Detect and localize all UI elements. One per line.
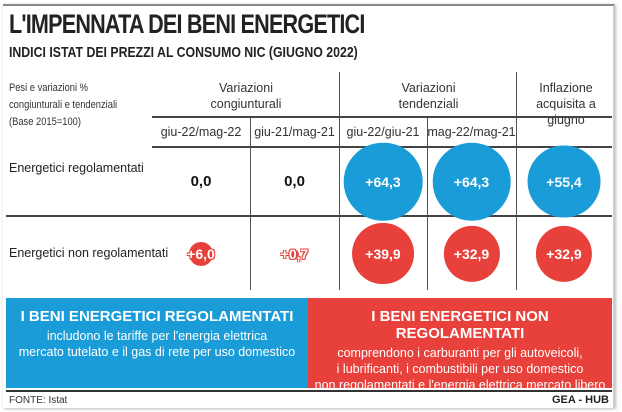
- value-label: +39,9: [365, 245, 401, 262]
- value-label: +64,3: [453, 173, 490, 190]
- table-cell: +64,3: [427, 142, 516, 221]
- value-label: 0,0: [190, 173, 212, 190]
- source: FONTE: Istat: [9, 395, 68, 406]
- row-label: Energetici non regolamentati: [9, 246, 169, 260]
- subtitle: INDICI ISTAT DEI PREZZI AL CONSUMO NIC (…: [9, 44, 358, 61]
- box-line: comprendono i carburanti per gli autovei…: [337, 346, 583, 360]
- value-label: +32,9: [546, 245, 582, 262]
- value-bubble: [189, 241, 213, 266]
- box-line: i lubrificanti, i combustibili per uso d…: [336, 362, 584, 376]
- value-bubble: [343, 142, 423, 221]
- note-line: Pesi e variazioni %: [9, 82, 88, 94]
- group-header-tendenziali: Variazioni tendenziali: [340, 80, 517, 112]
- group-line: Inflazione acquisita a giugno: [536, 81, 596, 127]
- value-bubble: [443, 225, 500, 282]
- table-cell: +32,9: [516, 217, 612, 290]
- box-line: includono le tariffe per l'energia elett…: [46, 329, 268, 343]
- group-line: Variazioni congiunturali: [210, 81, 282, 111]
- column-header: mag-22/mag-21: [427, 125, 516, 139]
- table-cell: +55,4: [516, 145, 612, 218]
- page-title: L'IMPENNATA DEI BENI ENERGETICI: [9, 9, 365, 39]
- divider: [250, 117, 251, 290]
- box-line: non regolamentati e l'energia elettrica …: [314, 378, 606, 392]
- box-line: mercato tutelato e il gas di rete per us…: [18, 345, 296, 359]
- table-note: Pesi e variazioni % congiunturali e tend…: [9, 80, 117, 131]
- note-line: congiunturali e tendenziali: [9, 99, 118, 111]
- value-label: +0,7: [280, 245, 309, 262]
- value-label: +6,0: [187, 245, 215, 262]
- footer: FONTE: Istat GEA - HUB: [6, 390, 612, 406]
- table-cell: +64,3: [339, 142, 427, 221]
- table-cell: 0,0: [250, 148, 339, 215]
- value-bubble: [352, 222, 414, 285]
- group-header-congiunturali: Variazioni congiunturali: [152, 80, 340, 112]
- column-header: giu-22/giu-21: [346, 125, 420, 139]
- value-bubble: [527, 145, 601, 218]
- box-title: I BENI ENERGETICI NON REGOLAMENTATI: [371, 308, 549, 342]
- row-label: Energetici regolamentati: [9, 161, 144, 175]
- value-bubble: [432, 142, 511, 221]
- group-header-inflazione: Inflazione acquisita a giugno: [517, 80, 615, 128]
- info-box-non-regolamentati: I BENI ENERGETICI NON REGOLAMENTATI comp…: [308, 298, 612, 392]
- divider: [516, 72, 517, 290]
- table-cell: +32,9: [427, 217, 516, 290]
- column-header: [516, 118, 612, 147]
- table-cell: +0,7: [250, 217, 339, 290]
- value-bubble: [290, 249, 299, 258]
- column-header: giu-21/mag-21: [254, 125, 335, 139]
- value-label: +64,3: [365, 173, 401, 190]
- table-cell: 0,0: [152, 148, 250, 215]
- brand-logo: GEA - HUB: [551, 394, 609, 406]
- value-bubble: [535, 225, 593, 282]
- divider: [427, 117, 428, 290]
- column-header: giu-22/mag-22: [160, 125, 242, 139]
- divider: [152, 116, 612, 118]
- table-cell: +6,0: [152, 217, 250, 290]
- info-box-regolamentati: I BENI ENERGETICI REGOLAMENTATI includon…: [6, 298, 308, 388]
- value-label: +55,4: [546, 173, 582, 190]
- value-label: 0,0: [284, 173, 305, 190]
- group-line: Variazioni tendenziali: [398, 81, 459, 111]
- box-title: I BENI ENERGETICI REGOLAMENTATI: [20, 308, 294, 325]
- divider: [6, 215, 612, 217]
- value-label: +32,9: [453, 245, 490, 262]
- table-cell: +39,9: [339, 217, 427, 290]
- divider: [339, 72, 340, 290]
- note-line: (Base 2015=100): [9, 116, 81, 128]
